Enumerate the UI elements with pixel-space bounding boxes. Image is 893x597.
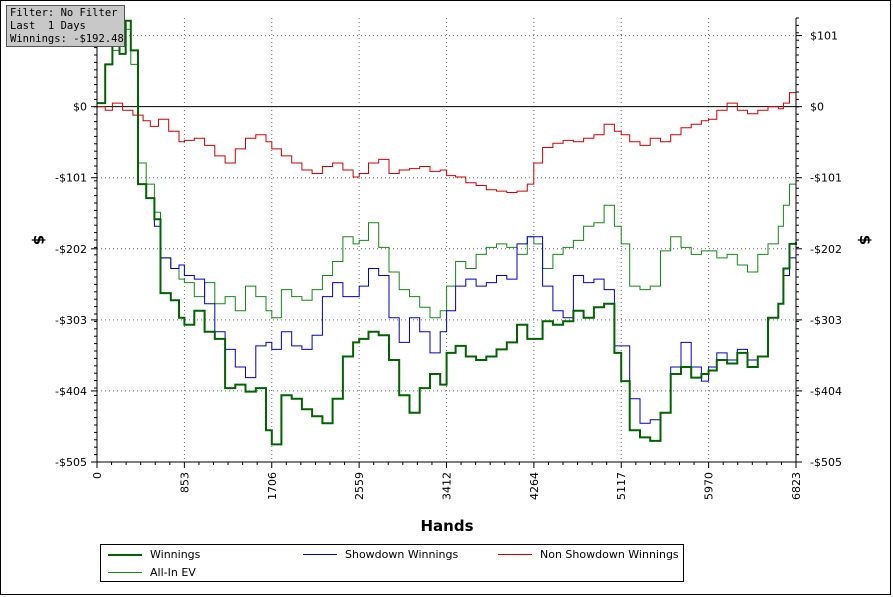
legend-item-non-showdown: Non Showdown Winnings bbox=[498, 548, 679, 561]
y-tick-label-left: $0 bbox=[73, 101, 87, 114]
legend-label-allin-ev: All-In EV bbox=[150, 566, 196, 579]
y-axis-title-left: $ bbox=[30, 235, 48, 245]
y-tick-label-right: $0 bbox=[810, 101, 824, 114]
x-tick-label: 1706 bbox=[266, 472, 279, 500]
y-tick-label-left: -$202 bbox=[55, 243, 87, 256]
legend: Winnings Showdown Winnings Non Showdown … bbox=[100, 544, 684, 582]
x-tick-label: 6823 bbox=[790, 472, 803, 500]
legend-item-allin-ev: All-In EV bbox=[108, 566, 196, 579]
grid bbox=[97, 18, 796, 463]
x-tick-label: 4264 bbox=[528, 472, 541, 500]
y-tick-label-right: -$505 bbox=[810, 456, 842, 469]
x-tick-label: 5970 bbox=[703, 472, 716, 500]
y-tick-label-left: -$101 bbox=[55, 172, 87, 185]
x-tick-label: 2559 bbox=[353, 472, 366, 500]
y-tick-label-left: -$303 bbox=[55, 314, 87, 327]
legend-item-winnings: Winnings bbox=[108, 548, 200, 561]
x-tick-label: 0 bbox=[91, 472, 104, 479]
y-tick-label-right: -$202 bbox=[810, 243, 842, 256]
y-tick-label-right: -$101 bbox=[810, 172, 842, 185]
legend-item-showdown: Showdown Winnings bbox=[303, 548, 458, 561]
x-tick-label: 5117 bbox=[615, 472, 628, 500]
y-axis-title-right: $ bbox=[856, 235, 874, 245]
y-tick-label-right: -$303 bbox=[810, 314, 842, 327]
legend-swatch-winnings bbox=[108, 553, 142, 556]
x-tick-label: 3412 bbox=[441, 472, 454, 500]
legend-swatch-allin-ev bbox=[108, 572, 142, 573]
x-tick-label: 853 bbox=[178, 472, 191, 493]
winnings-label: Winnings: -$192.48 bbox=[10, 33, 124, 45]
series-line-non-showdown-winnings bbox=[97, 92, 797, 193]
y-tick-label-left: -$505 bbox=[55, 456, 87, 469]
series-line-winnings bbox=[97, 19, 797, 446]
ticks: $101$101$0$0-$101-$101-$202-$202-$303-$3… bbox=[55, 17, 842, 500]
legend-swatch-non-showdown bbox=[498, 554, 532, 555]
x-axis-title: Hands bbox=[420, 517, 473, 535]
axes bbox=[96, 18, 797, 463]
series-lines bbox=[97, 19, 797, 446]
y-tick-label-left: -$404 bbox=[55, 385, 87, 398]
legend-label-showdown: Showdown Winnings bbox=[345, 548, 459, 561]
legend-label-winnings: Winnings bbox=[150, 548, 201, 561]
y-tick-label-right: $101 bbox=[810, 30, 838, 43]
series-line-showdown-winnings bbox=[97, 20, 797, 424]
y-tick-label-right: -$404 bbox=[810, 385, 842, 398]
period-label: Last 1 Days bbox=[10, 20, 86, 32]
series-line-all-in-ev bbox=[97, 28, 797, 319]
legend-swatch-showdown bbox=[303, 554, 337, 555]
filter-label: Filter: No Filter bbox=[10, 7, 118, 19]
legend-label-non-showdown: Non Showdown Winnings bbox=[540, 548, 679, 561]
filter-info-box: Filter: No Filter Last 1 Days Winnings: -$… bbox=[6, 5, 125, 47]
